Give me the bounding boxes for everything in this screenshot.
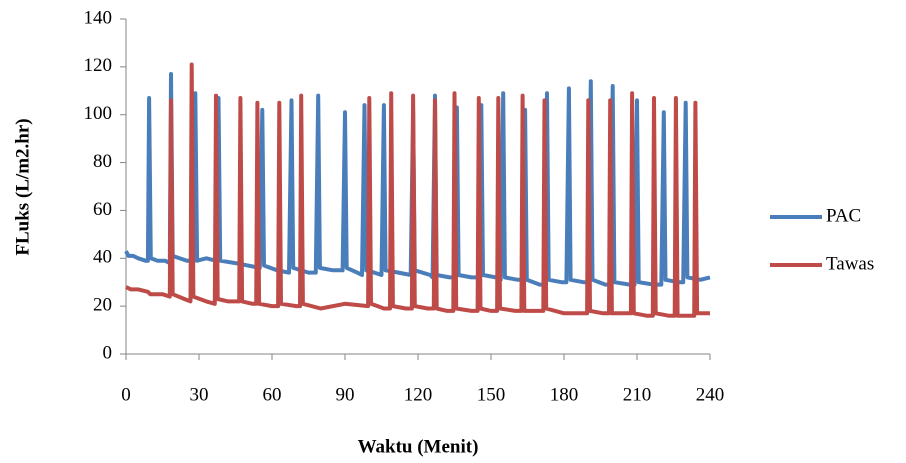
y-tick-label: 0 xyxy=(103,342,113,363)
x-tick-label: 240 xyxy=(696,384,725,405)
x-tick-label: 150 xyxy=(477,384,506,405)
x-tick-label: 60 xyxy=(263,384,282,405)
y-tick-label: 80 xyxy=(93,151,112,172)
legend-label: Tawas xyxy=(826,253,874,274)
y-tick-label: 40 xyxy=(93,247,112,268)
y-tick-label: 60 xyxy=(93,199,112,220)
x-tick-label: 90 xyxy=(336,384,355,405)
x-axis-title: Waktu (Menit) xyxy=(358,436,479,457)
y-tick-label: 20 xyxy=(93,295,112,316)
data-line xyxy=(125,62,710,318)
x-tick-label: 0 xyxy=(121,384,131,405)
legend-label: PAC xyxy=(826,205,861,226)
y-tick-label: 120 xyxy=(84,55,113,76)
x-tick-label: 180 xyxy=(550,384,579,405)
x-tick-label: 120 xyxy=(404,384,433,405)
y-tick-label: 140 xyxy=(84,7,113,28)
y-tick-label: 100 xyxy=(84,103,113,124)
x-tick-label: 30 xyxy=(190,384,209,405)
y-axis-title: FLuks (L/m2.hr) xyxy=(12,118,33,255)
x-tick-label: 210 xyxy=(623,384,652,405)
